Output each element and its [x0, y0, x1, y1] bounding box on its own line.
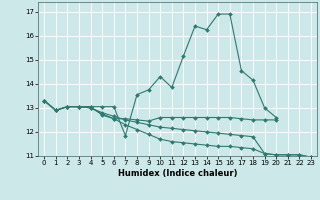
X-axis label: Humidex (Indice chaleur): Humidex (Indice chaleur)	[118, 169, 237, 178]
